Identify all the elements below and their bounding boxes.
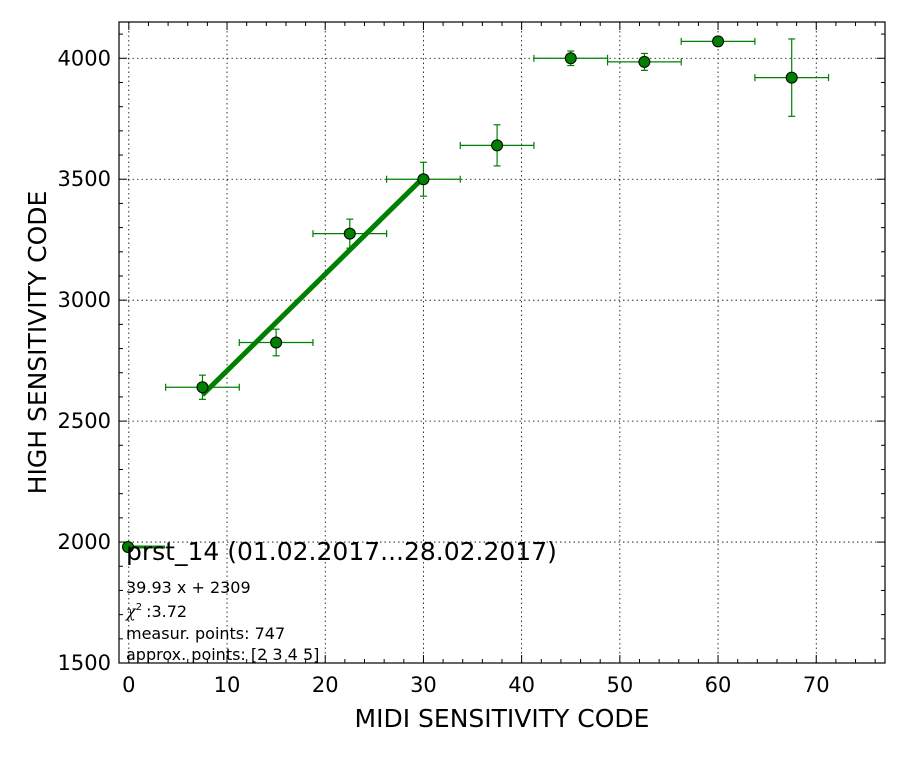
- x-tick-label: 40: [508, 673, 535, 697]
- x-tick-label: 10: [214, 673, 241, 697]
- x-tick-label: 60: [705, 673, 732, 697]
- data-point: [343, 227, 356, 240]
- chi-square-value: χ2 :3.72: [125, 602, 187, 621]
- y-tick-label: 2000: [58, 530, 111, 554]
- x-tick-label: 20: [312, 673, 339, 697]
- data-point: [785, 71, 798, 84]
- measurement-points: measur. points: 747: [126, 624, 285, 643]
- x-tick-label: 70: [803, 673, 830, 697]
- data-point: [270, 336, 283, 349]
- x-tick-label: 50: [606, 673, 633, 697]
- y-tick-label: 1500: [58, 651, 111, 675]
- data-point: [491, 139, 504, 152]
- legend-marker: [122, 541, 134, 553]
- fit-line: [200, 175, 426, 397]
- data-point: [638, 55, 651, 68]
- y-tick-label: 3500: [58, 167, 111, 191]
- data-point: [417, 173, 430, 186]
- axis-ticks: [119, 22, 885, 664]
- y-tick-label: 3000: [58, 288, 111, 312]
- y-tick-label: 2500: [58, 409, 111, 433]
- chi-value: :3.72: [146, 602, 187, 621]
- y-axis-title: HIGH SENSITIVITY CODE: [23, 191, 52, 495]
- data-point: [712, 35, 725, 48]
- chi-superscript: 2: [136, 602, 142, 613]
- error-bars: [165, 37, 830, 400]
- approximation-points: approx. points: [2 3 4 5]: [126, 645, 319, 664]
- fit-line-layer: [200, 175, 426, 397]
- y-tick-label: 4000: [58, 46, 111, 70]
- x-tick-labels: 0 10 20 30 40 50 60 70: [122, 673, 829, 697]
- grid-lines: [119, 22, 885, 664]
- legend: prst_14 (01.02.2017...28.02.2017) 39.93 …: [122, 537, 557, 664]
- chi-symbol: χ: [125, 602, 137, 621]
- legend-title: prst_14 (01.02.2017...28.02.2017): [126, 537, 557, 566]
- x-tick-label: 30: [410, 673, 437, 697]
- fit-equation: 39.93 x + 2309: [126, 578, 251, 597]
- y-tick-labels: 1500 2000 2500 3000 3500 4000: [58, 46, 111, 675]
- data-point: [564, 52, 577, 65]
- x-tick-label: 0: [122, 673, 135, 697]
- plot-frame: [118, 21, 886, 664]
- x-axis-title: MIDI SENSITIVITY CODE: [355, 704, 650, 733]
- data-points: [196, 35, 798, 394]
- data-point: [196, 381, 209, 394]
